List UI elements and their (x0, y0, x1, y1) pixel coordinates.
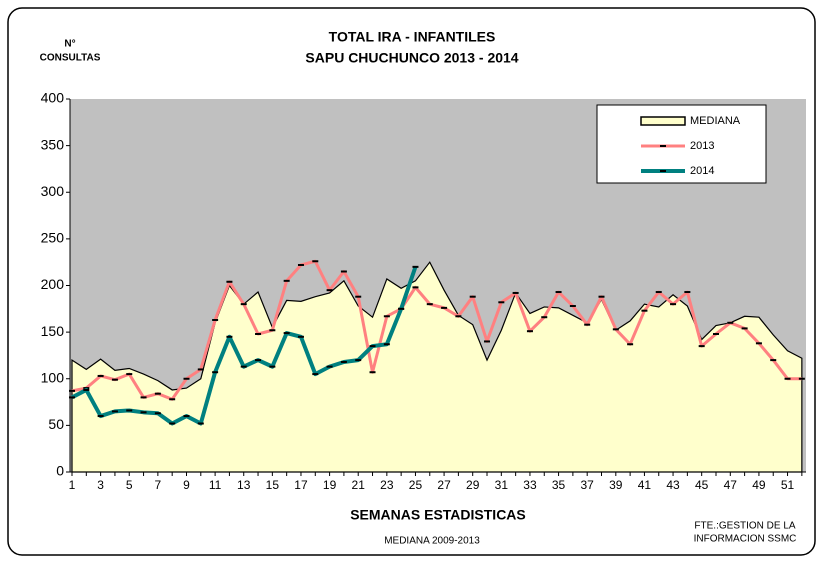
x-tick-label: 35 (552, 478, 566, 492)
x-tick-label: 37 (581, 478, 595, 492)
x-tick-label: 25 (409, 478, 423, 492)
legend-swatch (640, 116, 686, 126)
y-tick-label: 100 (41, 369, 65, 385)
legend: MEDIANA 2013 2014 (596, 104, 767, 184)
y-tick-label: 50 (48, 416, 64, 432)
x-tick-label: 47 (724, 478, 738, 492)
x-tick-label: 23 (380, 478, 394, 492)
x-tick-label: 9 (183, 478, 190, 492)
note: MEDIANA 2009-2013 (384, 536, 480, 547)
area (71, 261, 803, 473)
x-tick-label: 49 (752, 478, 766, 492)
x-tick-label: 33 (523, 478, 537, 492)
y-axis-label: CONSULTAS (40, 53, 101, 64)
x-tick-label: 29 (466, 478, 480, 492)
x-tick-label: 1 (69, 478, 76, 492)
y-tick-label: 250 (41, 230, 65, 246)
x-tick-label: 39 (609, 478, 623, 492)
x-tick-label: 27 (437, 478, 451, 492)
x-tick-label: 51 (781, 478, 795, 492)
x-tick-label: 19 (323, 478, 337, 492)
line (71, 259, 802, 401)
y-tick-label: 150 (41, 323, 65, 339)
y-tick-label: 300 (41, 183, 65, 199)
y-tick-label: 200 (41, 276, 65, 292)
x-tick-label: 21 (352, 478, 366, 492)
y-tick-label: 400 (41, 90, 65, 106)
x-tick-label: 45 (695, 478, 709, 492)
y-tick-label: 350 (41, 136, 65, 152)
legend-label: MEDIANA (690, 115, 741, 127)
y-axis-label: N° (64, 39, 75, 50)
x-tick-label: 3 (97, 478, 104, 492)
y-tick-label: 0 (56, 463, 64, 479)
x-tick-label: 5 (126, 478, 133, 492)
chart-title: TOTAL IRA - INFANTILES (329, 29, 496, 45)
x-tick-label: 41 (638, 478, 652, 492)
x-tick-label: 15 (266, 478, 280, 492)
chart-subtitle: SAPU CHUCHUNCO 2013 - 2014 (305, 50, 518, 66)
x-tick-label: 13 (237, 478, 251, 492)
x-tick-label: 17 (294, 478, 308, 492)
x-tick-label: 31 (495, 478, 509, 492)
x-tick-label: 43 (666, 478, 680, 492)
x-tick-label: 11 (209, 478, 222, 492)
source: INFORMACION SSMC (694, 534, 797, 545)
legend-label: 2013 (690, 140, 714, 152)
legend-label: 2014 (690, 165, 714, 177)
source: FTE.:GESTION DE LA (694, 521, 795, 532)
x-tick-label: 7 (155, 478, 162, 492)
x-axis-label: SEMANAS ESTADISTICAS (350, 507, 526, 523)
